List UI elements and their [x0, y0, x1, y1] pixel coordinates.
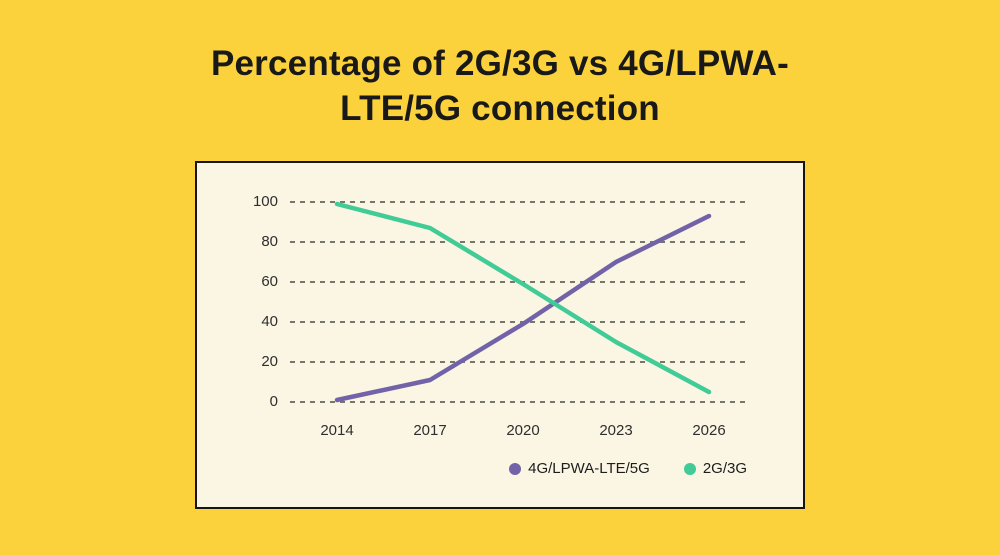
x-tick-label: 2020 — [506, 422, 540, 439]
legend-dot-icon — [683, 462, 696, 475]
x-tick-label: 2026 — [692, 422, 726, 439]
x-tick-label: 2017 — [413, 422, 447, 439]
y-tick-label: 40 — [261, 313, 278, 330]
chart-legend: 4G/LPWA-LTE/5G 2G/3G — [509, 460, 747, 477]
legend-label: 4G/LPWA-LTE/5G — [528, 460, 650, 477]
legend-item: 2G/3G — [683, 460, 747, 477]
legend-dot-icon — [509, 462, 522, 475]
x-tick-label: 2023 — [599, 422, 633, 439]
x-tick-label: 2014 — [320, 422, 354, 439]
line-chart-plot — [290, 201, 748, 403]
chart-title: Percentage of 2G/3G vs 4G/LPWA- LTE/5G c… — [0, 42, 1000, 132]
y-tick-label: 0 — [269, 393, 278, 410]
chart-title-line-1: Percentage of 2G/3G vs 4G/LPWA- — [210, 44, 790, 83]
y-tick-label: 80 — [261, 233, 278, 250]
y-tick-label: 60 — [261, 273, 278, 290]
series-line-4g-lpwa-lte-5g — [334, 213, 712, 403]
chart-title-line-2: LTE/5G connection — [340, 88, 660, 128]
y-tick-label: 20 — [261, 353, 278, 370]
y-tick-label: 100 — [252, 193, 278, 210]
legend-label: 2G/3G — [702, 460, 747, 477]
series-line-2g-3g — [334, 201, 712, 395]
chart-panel: 100 80 60 40 20 0 2014 2017 2020 2023 2026 4G/LPW… — [195, 161, 805, 509]
legend-item: 4G/LPWA-LTE/5G — [509, 460, 650, 477]
